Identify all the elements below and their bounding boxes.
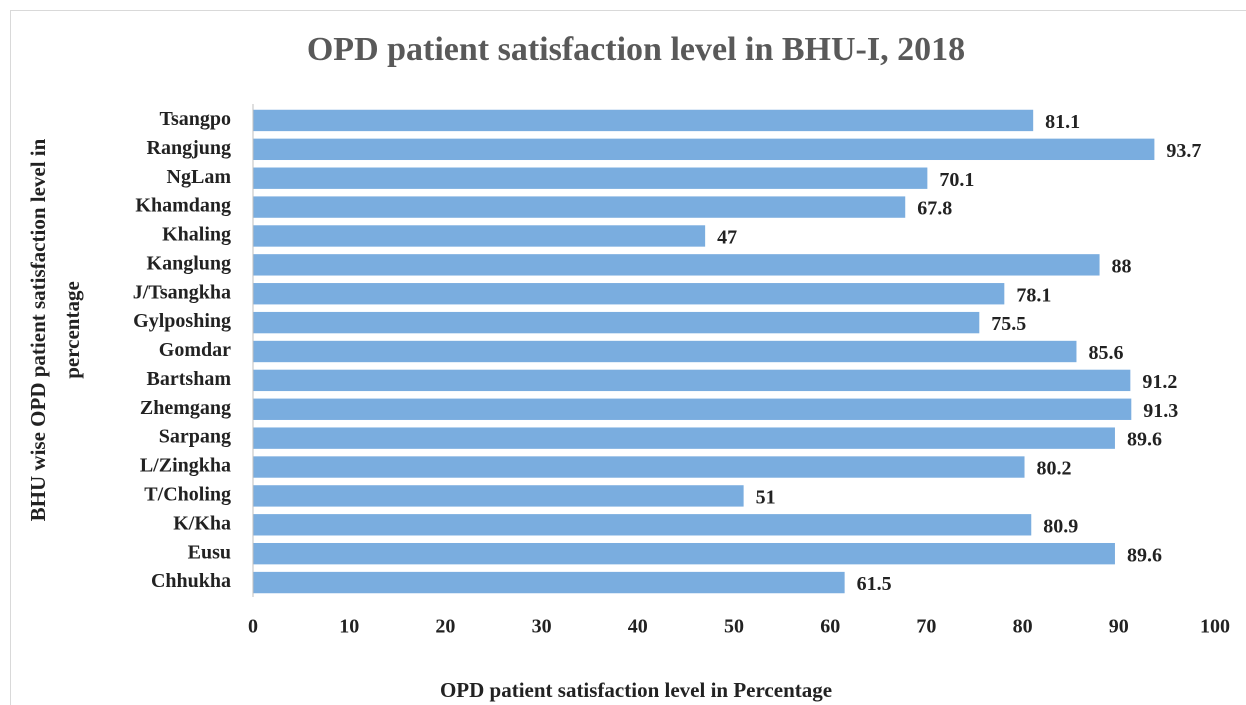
value-label: 88	[1112, 255, 1132, 277]
bar	[253, 427, 1115, 449]
bar	[253, 225, 706, 247]
x-tick-label: 0	[248, 616, 258, 638]
value-label: 89.6	[1127, 544, 1162, 566]
value-label: 75.5	[991, 313, 1026, 335]
x-tick-label: 70	[916, 616, 936, 638]
y-tick-label: T/Choling	[144, 484, 231, 506]
y-tick-label: NgLam	[167, 166, 232, 188]
x-tick-label: 10	[339, 616, 359, 638]
value-label: 51	[756, 487, 776, 509]
bar	[253, 167, 928, 189]
y-tick-label: J/Tsangkha	[133, 281, 231, 303]
y-tick-label: Rangjung	[147, 137, 231, 159]
x-tick-label: 20	[435, 616, 455, 638]
value-label: 91.3	[1143, 400, 1178, 422]
y-tick-label: L/Zingkha	[140, 455, 231, 477]
y-tick-label: Gomdar	[159, 339, 231, 361]
y-tick-label: Eusu	[188, 541, 231, 563]
x-tick-label: 30	[532, 616, 552, 638]
value-label: 61.5	[857, 573, 892, 595]
value-label: 93.7	[1166, 140, 1201, 162]
chart-title: OPD patient satisfaction level in BHU-I,…	[307, 31, 965, 68]
value-label: 80.2	[1037, 458, 1072, 480]
y-tick-label: Chhukha	[151, 570, 231, 592]
value-label: 67.8	[917, 198, 952, 220]
x-tick-label: 50	[724, 616, 744, 638]
x-tick-label: 90	[1109, 616, 1129, 638]
y-tick-label: Sarpang	[159, 426, 231, 448]
bar	[253, 456, 1025, 478]
y-tick-label: Khaling	[162, 224, 231, 246]
x-tick-label: 40	[628, 616, 648, 638]
y-tick-label: Khamdang	[135, 195, 231, 217]
value-label: 81.1	[1045, 111, 1080, 133]
bar	[253, 571, 845, 594]
x-tick-label: 80	[1013, 616, 1033, 638]
bar	[253, 283, 1005, 305]
y-tick-label: K/Kha	[173, 512, 231, 534]
y-axis-label: percentage	[60, 281, 84, 379]
bar	[253, 542, 1115, 565]
value-label: 80.9	[1043, 515, 1078, 537]
bar	[253, 398, 1132, 420]
y-axis-label: BHU wise OPD patient satisfaction level …	[26, 138, 50, 521]
bar	[253, 311, 980, 334]
value-label: 91.2	[1142, 371, 1177, 393]
value-label: 70.1	[939, 169, 974, 191]
value-label: 78.1	[1016, 284, 1051, 306]
bar	[253, 340, 1077, 363]
x-axis-label: OPD patient satisfaction level in Percen…	[440, 678, 832, 702]
value-label: 89.6	[1127, 429, 1162, 451]
value-label: 85.6	[1088, 342, 1123, 364]
bar	[253, 514, 1032, 536]
x-tick-label: 100	[1200, 616, 1230, 638]
bar	[253, 485, 744, 507]
y-tick-label: Gylposhing	[133, 310, 231, 332]
y-tick-label: Bartsham	[147, 368, 232, 390]
y-tick-label: Tsangpo	[159, 108, 231, 130]
value-label: 47	[717, 227, 737, 249]
bar	[253, 196, 906, 218]
y-tick-label: Kanglung	[147, 252, 231, 274]
x-tick-label: 60	[820, 616, 840, 638]
y-tick-label: Zhemgang	[140, 397, 231, 419]
bar	[253, 138, 1155, 161]
bar	[253, 369, 1131, 392]
bar	[253, 109, 1034, 132]
bar	[253, 254, 1100, 276]
